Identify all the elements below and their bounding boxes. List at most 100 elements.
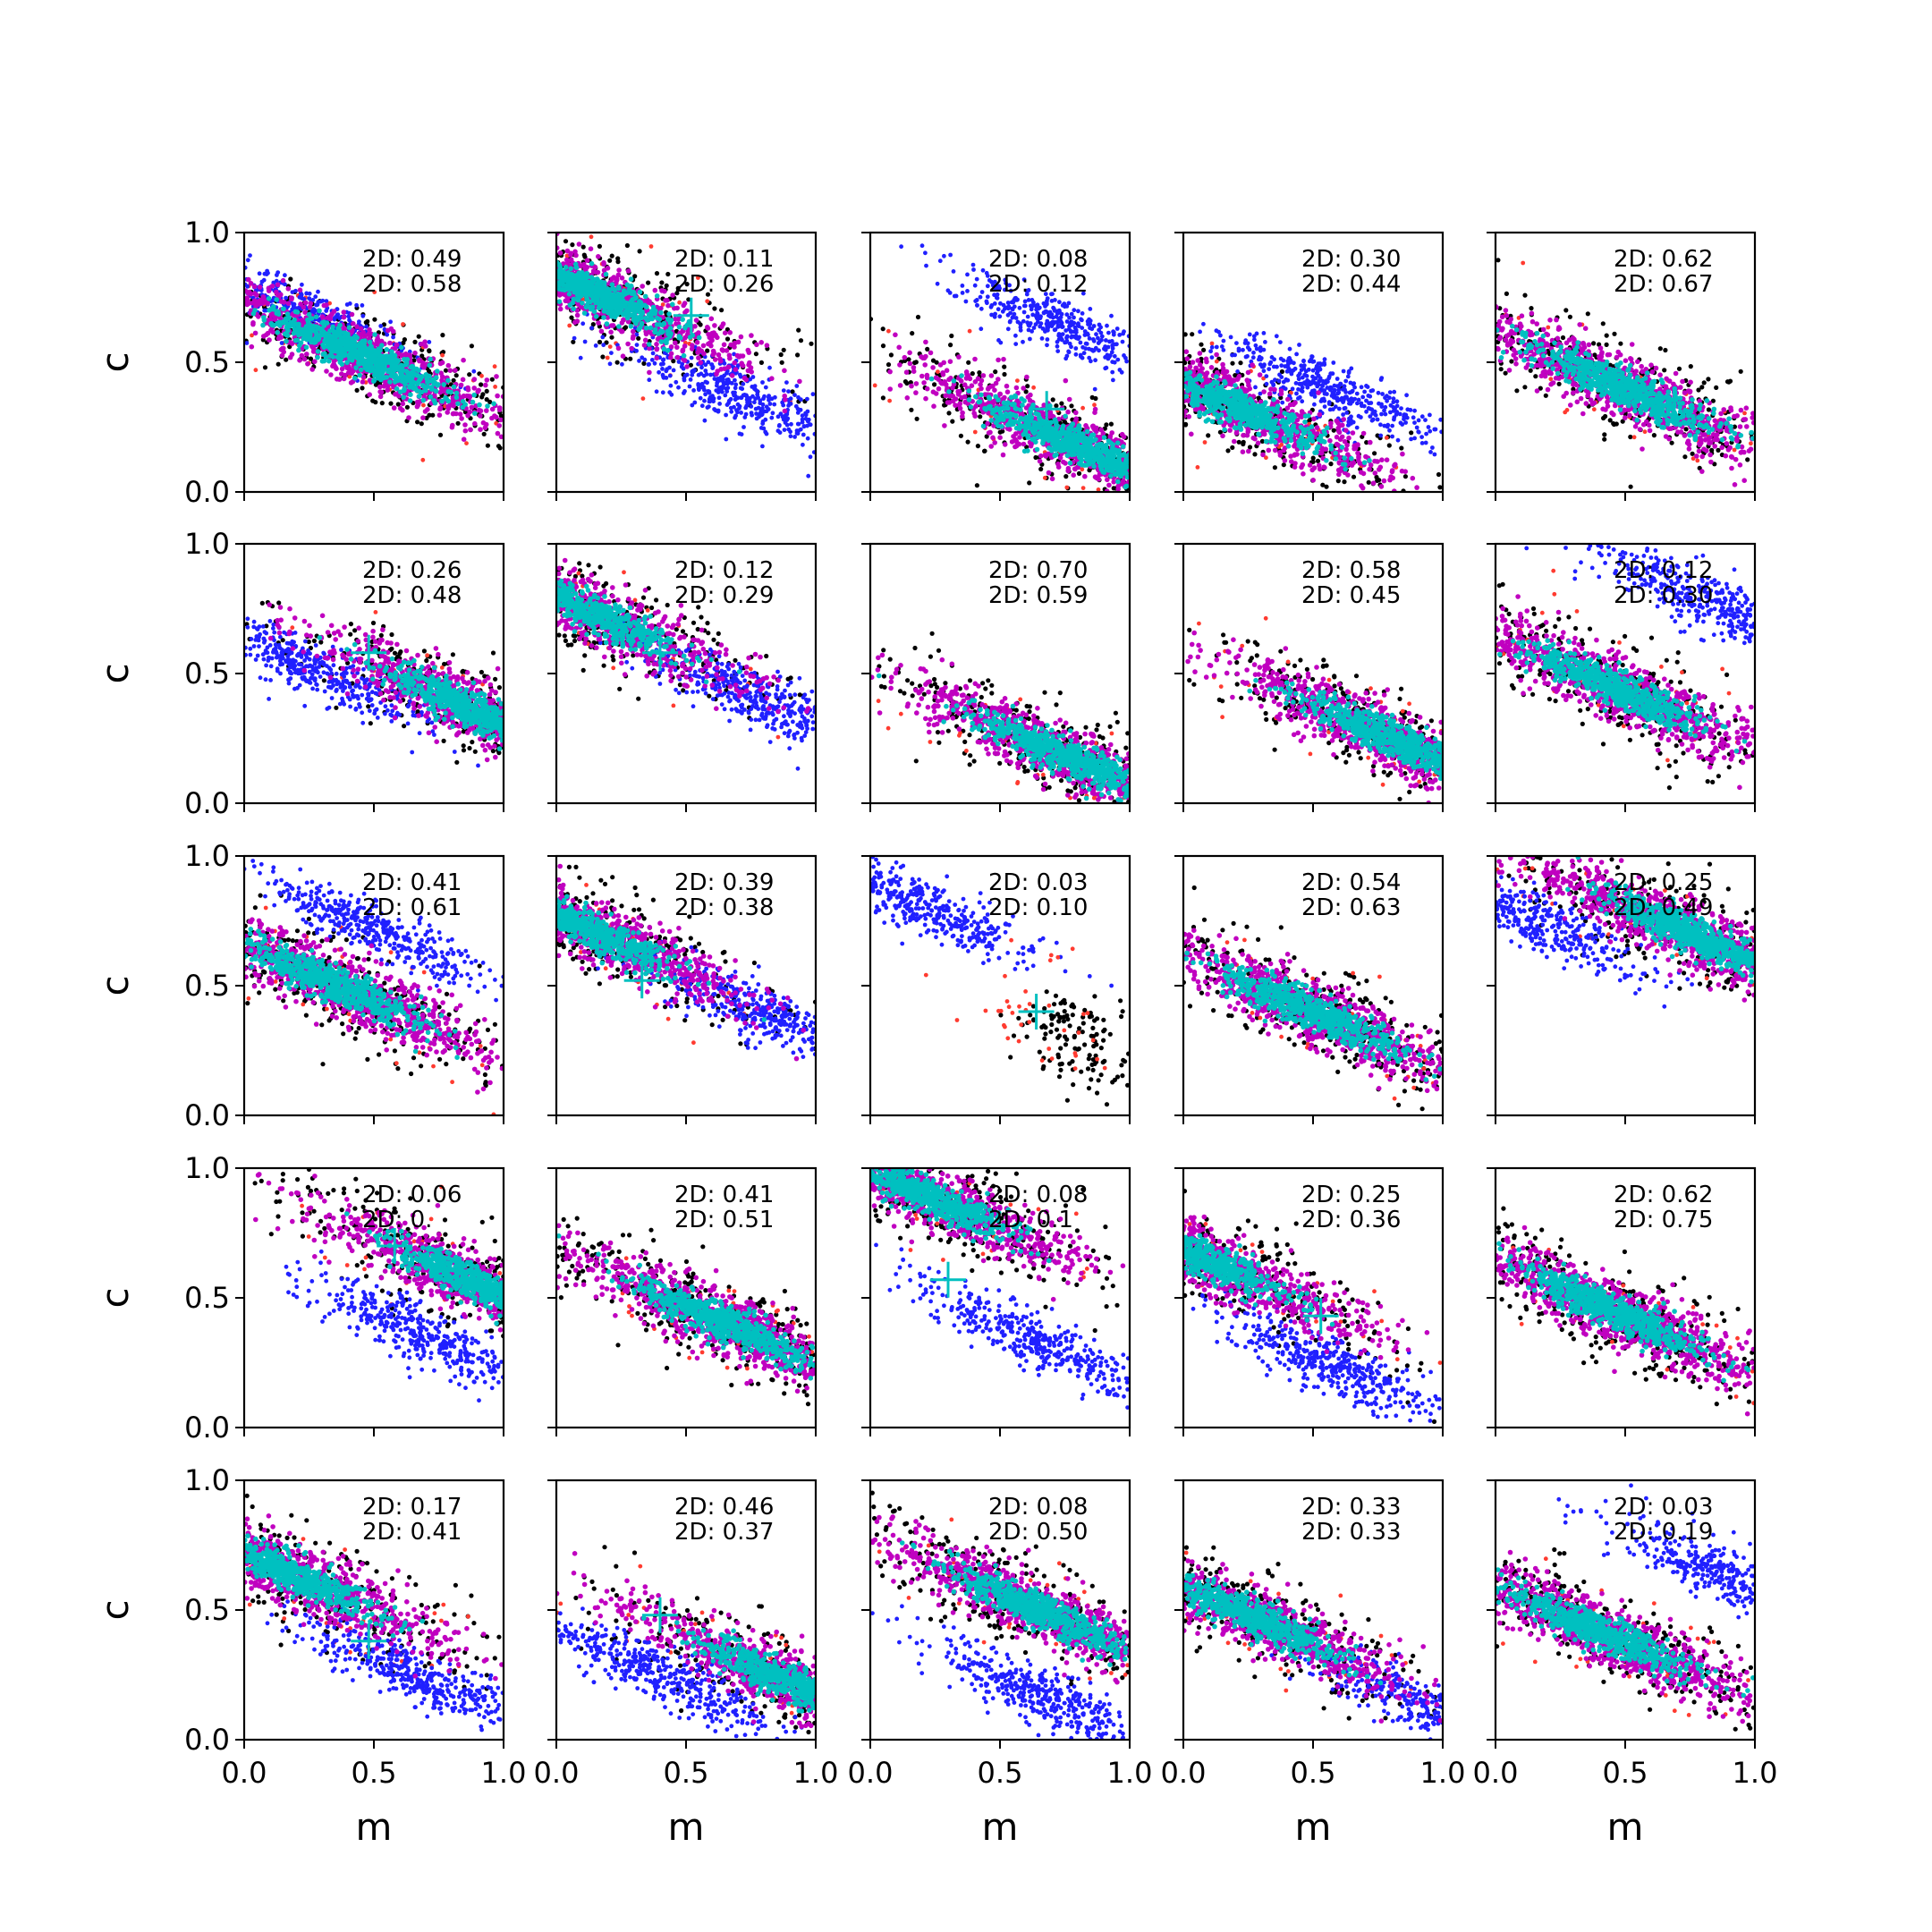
scatter-point (573, 252, 579, 258)
scatter-point (909, 407, 914, 412)
scatter-point (316, 289, 320, 294)
scatter-point (332, 316, 337, 320)
scatter-point (439, 377, 445, 384)
scatter-point (482, 425, 488, 431)
scatter-point (423, 372, 429, 377)
scatter-point (419, 421, 424, 427)
scatter-point (299, 326, 305, 333)
scatter-point (972, 429, 978, 435)
scatter-point (725, 377, 731, 382)
scatter-point (644, 318, 650, 323)
scatter-point (716, 352, 722, 358)
scatter-point (642, 293, 648, 300)
scatter-point (484, 377, 490, 383)
scatter-point (604, 321, 610, 326)
scatter-point (1092, 402, 1097, 408)
scatter-point (1110, 369, 1115, 375)
scatter-point (726, 352, 733, 359)
scatter-point (358, 367, 364, 373)
scatter-point (469, 404, 475, 411)
scatter-point (464, 393, 470, 399)
scatter-point (992, 440, 997, 445)
scatter-point (307, 291, 312, 296)
scatter-point (279, 341, 284, 345)
scatter-point (708, 316, 715, 322)
scatter-point (784, 380, 789, 385)
scatter-point (1104, 365, 1109, 370)
scatter-point (767, 365, 772, 370)
scatter-point (364, 324, 369, 329)
subplot-points (870, 243, 1130, 492)
scatter-point (313, 314, 319, 320)
scatter-point (973, 403, 979, 409)
scatter-point (698, 360, 704, 366)
scatter-point (688, 362, 694, 368)
scatter-point (772, 402, 777, 407)
scatter-point (471, 392, 477, 398)
scatter-point (392, 379, 398, 385)
scatter-point (1012, 297, 1017, 302)
scatter-point (557, 269, 563, 275)
scatter-point (732, 360, 737, 366)
scatter-point (741, 425, 746, 429)
scatter-point (676, 334, 682, 339)
scatter-point (956, 354, 962, 360)
scatter-point (979, 290, 985, 294)
scatter-point (330, 324, 335, 330)
scatter-point (337, 322, 343, 328)
scatter-point (593, 343, 598, 348)
scatter-point (612, 314, 618, 320)
scatter-point (1088, 326, 1092, 331)
scatter-point (284, 357, 289, 362)
scatter-point (993, 287, 998, 292)
scatter-point (441, 382, 447, 387)
scatter-point (437, 360, 444, 367)
scatter-point (1044, 321, 1049, 326)
scatter-point (1031, 326, 1037, 330)
scatter-point (1024, 292, 1030, 297)
scatter-point (412, 385, 418, 390)
scatter-point (1052, 327, 1057, 333)
scatter-point (710, 352, 716, 358)
scatter-point (1076, 324, 1081, 328)
scatter-point (274, 310, 280, 317)
scatter-point (469, 343, 475, 349)
scatter-point (733, 390, 737, 395)
scatter-point (1057, 308, 1062, 313)
scatter-point (378, 324, 384, 328)
scatter-point (738, 386, 743, 391)
scatter-point (690, 343, 695, 348)
scatter-point (613, 280, 619, 285)
scatter-point (492, 364, 497, 369)
scatter-point (589, 275, 595, 280)
scatter-point (1023, 389, 1029, 394)
scatter-point (363, 319, 369, 326)
scatter-point (1081, 351, 1087, 356)
scatter-point (592, 287, 598, 292)
scatter-point (719, 324, 724, 329)
scatter-point (637, 325, 643, 331)
scatter-point (341, 309, 347, 315)
scatter-point (1082, 333, 1088, 337)
scatter-point (492, 413, 497, 419)
scatter-point (902, 379, 909, 385)
scatter-point (316, 335, 322, 342)
scatter-point (624, 242, 631, 249)
scatter-point (985, 284, 990, 289)
scatter-point (1102, 346, 1106, 352)
scatter-point (601, 343, 606, 348)
scatter-point (636, 335, 641, 341)
scatter-point (437, 405, 444, 411)
scatter-point (676, 324, 682, 330)
scatter-point (609, 286, 615, 292)
scatter-point (574, 272, 580, 278)
scatter-point (1115, 357, 1121, 362)
scatter-point (948, 252, 953, 258)
scatter-point (795, 411, 801, 415)
scatter-point (580, 321, 586, 326)
scatter-point (568, 250, 574, 257)
scatter-point (1073, 410, 1079, 416)
scatter-point (988, 444, 994, 449)
scatter-point (702, 418, 708, 423)
